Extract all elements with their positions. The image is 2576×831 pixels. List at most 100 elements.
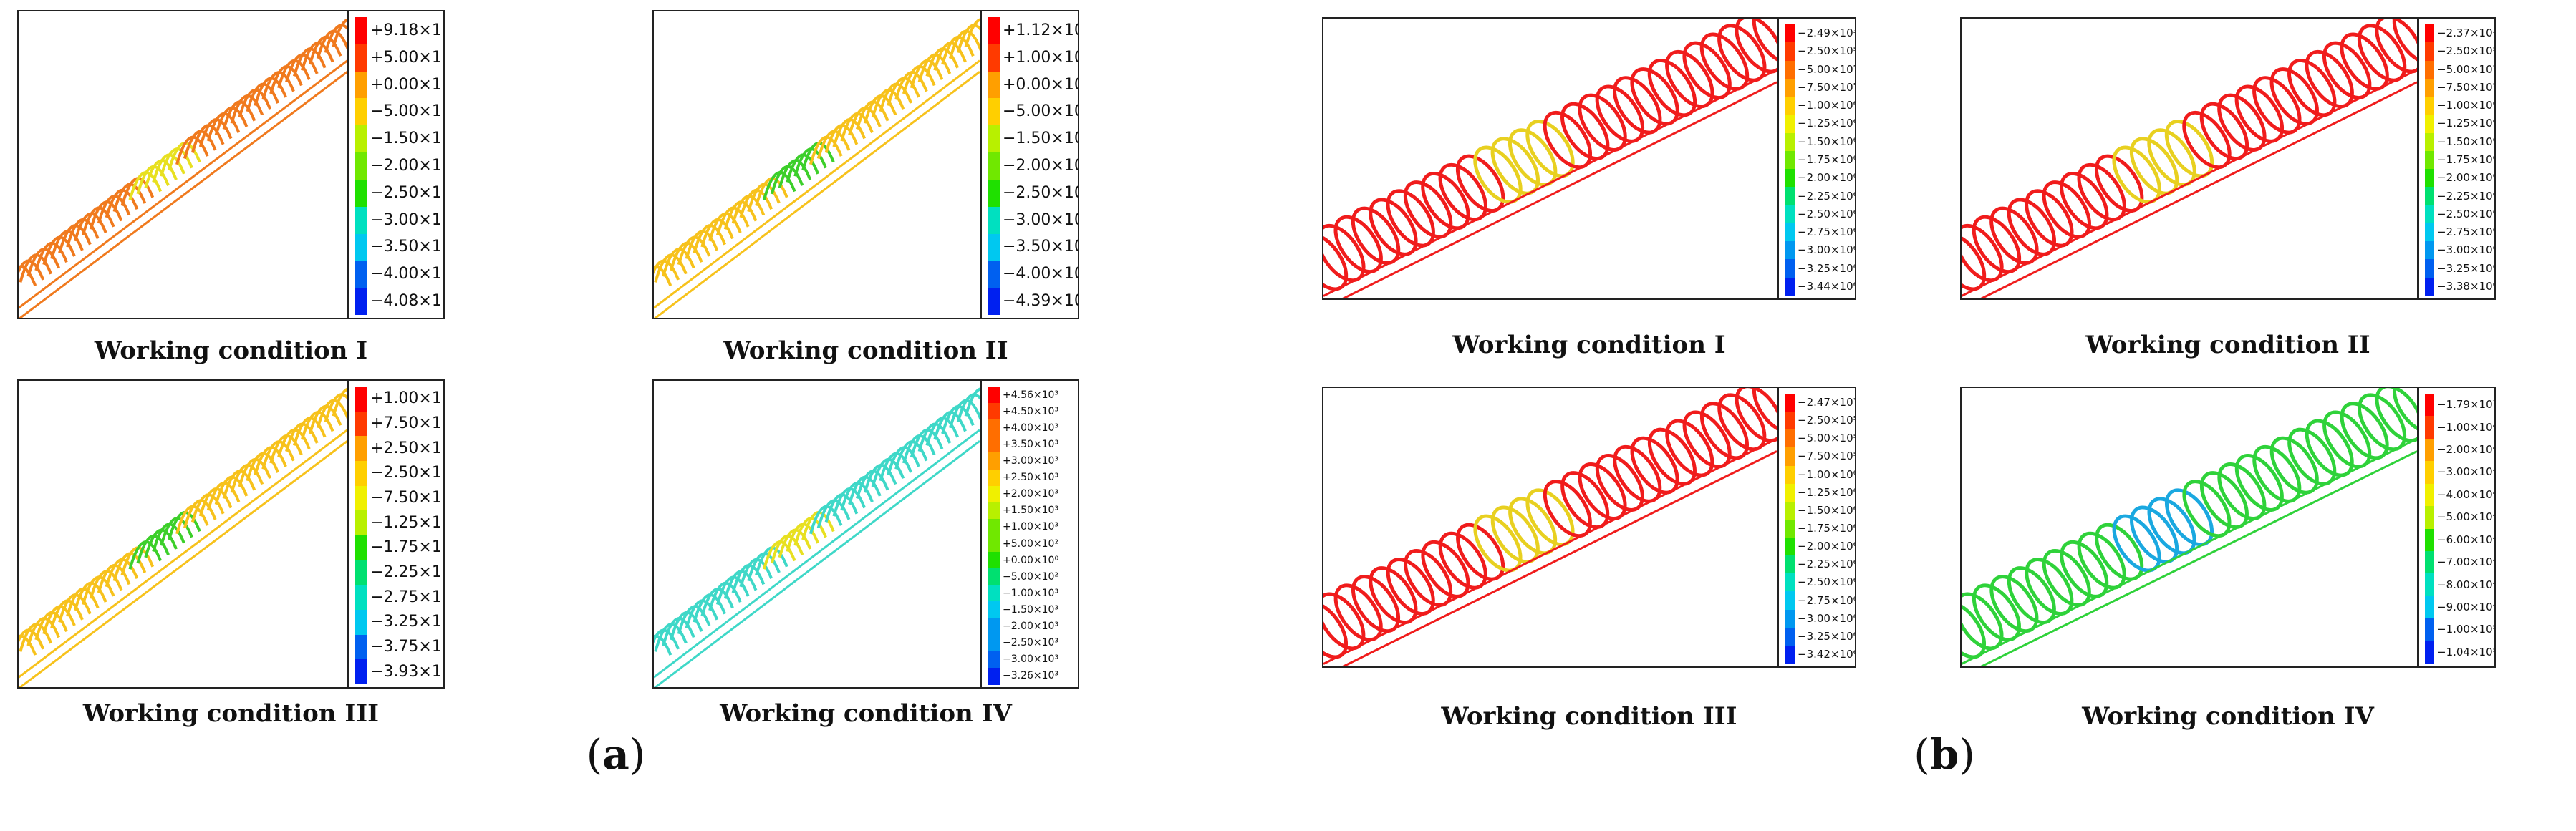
legend-swatch	[2425, 223, 2434, 242]
panel-a-4: +4.56×10³ +4.50×10³ +4.00×10³ +3.50×10³ +3.0…	[652, 379, 1079, 689]
color-legend: +9.18×10⁴ +5.00×10⁴ +0.00×10⁰ −5.00×10⁴ −1.5…	[347, 11, 443, 318]
legend-colorbar	[1785, 24, 1795, 296]
legend-swatch	[988, 552, 1000, 570]
panel-caption: Working condition III	[1441, 702, 1737, 731]
simulation-view	[654, 18, 980, 318]
legend-swatch	[355, 288, 367, 316]
legend-label: +2.50×10⁴	[370, 439, 443, 457]
legend-label: −2.75×10⁶	[1798, 593, 1856, 607]
legend-label: −1.75×10⁶	[2437, 153, 2496, 166]
subfigure-label-b: (b)	[1914, 730, 1975, 779]
legend-swatch	[1785, 150, 1795, 170]
legend-swatch	[1785, 187, 1795, 206]
legend-swatch	[355, 634, 367, 660]
legend-label: −6.00×10⁴	[2437, 533, 2496, 546]
legend-swatch	[1785, 609, 1795, 628]
legend-label: −2.00×10³	[1003, 621, 1059, 633]
legend-colorbar	[2425, 24, 2434, 296]
color-legend: −1.79×10³ −1.00×10⁴ −2.00×10⁴ −3.00×10⁴ −4.0…	[2417, 388, 2496, 666]
legend-label: +2.50×10³	[1003, 472, 1059, 484]
legend-swatch	[2425, 461, 2434, 485]
legend-label: −9.00×10⁴	[2437, 600, 2496, 613]
legend-label: −3.25×10⁵	[370, 613, 443, 631]
legend-colorbar	[355, 17, 367, 316]
legend-label: +1.00×10³	[1003, 521, 1059, 533]
legend-swatch	[988, 98, 1000, 126]
legend-label: +0.00×10⁰	[370, 75, 443, 94]
legend-label: −4.00×10⁴	[2437, 487, 2496, 501]
legend-label: −3.00×10⁶	[1798, 611, 1856, 625]
legend-label: −2.00×10⁶	[2437, 171, 2496, 185]
legend-swatch	[355, 585, 367, 611]
legend-swatch	[988, 436, 1000, 454]
legend-label: −1.04×10⁵	[2437, 645, 2496, 659]
legend-swatch	[988, 387, 1000, 404]
legend-swatch	[988, 651, 1000, 669]
legend-label: −2.25×10⁶	[1798, 189, 1856, 203]
legend-label: −2.50×10⁶	[1798, 207, 1856, 220]
legend-label: −2.50×10⁵	[1003, 183, 1078, 202]
legend-label: −3.50×10⁵	[1003, 238, 1078, 256]
legend-label: −2.75×10⁵	[370, 588, 443, 606]
legend-swatch	[355, 98, 367, 126]
legend-swatch	[988, 667, 1000, 685]
legend-swatch	[988, 71, 1000, 99]
legend-swatch	[355, 610, 367, 635]
legend-swatch	[988, 261, 1000, 288]
color-legend: −2.49×10³ −2.50×10⁵ −5.00×10⁵ −7.50×10⁵ −1.0…	[1777, 19, 1856, 298]
legend-label: −3.00×10⁶	[2437, 243, 2496, 257]
legend-label: +5.00×10²	[1003, 538, 1059, 550]
color-legend: −2.37×10³ −2.50×10⁵ −5.00×10⁵ −7.50×10⁵ −1.0…	[2417, 19, 2496, 298]
simulation-view	[1962, 19, 2417, 298]
legend-label: −8.00×10⁴	[2437, 578, 2496, 591]
legend-label: −1.50×10³	[1003, 604, 1059, 616]
legend-label: −3.38×10⁶	[2437, 279, 2496, 293]
coil-structure	[1962, 19, 2417, 298]
legend-swatch	[1785, 115, 1795, 134]
legend-swatch	[988, 44, 1000, 72]
legend-label: −2.50×10⁵	[1798, 414, 1856, 427]
coil-structure	[654, 387, 980, 687]
legend-label: −4.00×10⁵	[370, 265, 443, 283]
legend-swatch	[355, 233, 367, 261]
legend-swatch	[1785, 394, 1795, 412]
legend-swatch	[988, 568, 1000, 586]
legend-swatch	[2425, 78, 2434, 97]
legend-colorbar	[2425, 394, 2434, 664]
legend-label: +2.00×10³	[1003, 488, 1059, 500]
legend-swatch	[2425, 187, 2434, 206]
legend-label: −2.50×10³	[1003, 637, 1059, 649]
legend-label: −5.00×10⁵	[2437, 62, 2496, 76]
legend-swatch	[355, 17, 367, 44]
legend-swatch	[2425, 573, 2434, 597]
legend-label: −3.26×10³	[1003, 670, 1059, 682]
coil-structure	[1962, 388, 2417, 666]
simulation-view	[1323, 19, 1777, 298]
simulation-view	[19, 18, 347, 318]
legend-swatch	[2425, 618, 2434, 642]
coil-structure	[19, 387, 347, 687]
legend-label: −1.50×10⁶	[1798, 135, 1856, 148]
panel-a-3: +1.00×10⁵ +7.50×10⁴ +2.50×10⁴ −2.50×10⁴ −7.5…	[17, 379, 445, 689]
legend-label: −1.00×10⁵	[2437, 623, 2496, 636]
legend-swatch	[1785, 60, 1795, 79]
legend-swatch	[355, 44, 367, 72]
legend-swatch	[355, 436, 367, 462]
legend-label: −2.50×10⁵	[1798, 44, 1856, 58]
legend-label: −5.00×10⁵	[1798, 62, 1856, 76]
legend-label: −7.50×10⁴	[370, 489, 443, 507]
legend-label: −1.75×10⁶	[1798, 522, 1856, 535]
coil-structure	[19, 18, 347, 318]
legend-label: −1.00×10⁴	[2437, 420, 2496, 434]
color-legend: −2.47×10³ −2.50×10⁵ −5.00×10⁵ −7.50×10⁵ −1.0…	[1777, 388, 1856, 666]
legend-label: −3.25×10⁶	[1798, 629, 1856, 643]
legend-swatch	[355, 659, 367, 685]
simulation-view	[19, 387, 347, 687]
legend-swatch	[1785, 277, 1795, 296]
legend-swatch	[1785, 24, 1795, 43]
legend-label: −2.49×10³	[1798, 26, 1856, 40]
legend-swatch	[355, 179, 367, 207]
legend-label: −2.75×10⁶	[2437, 225, 2496, 239]
legend-label: −4.39×10⁵	[1003, 292, 1078, 311]
legend-label: +1.00×10⁵	[1003, 48, 1078, 67]
